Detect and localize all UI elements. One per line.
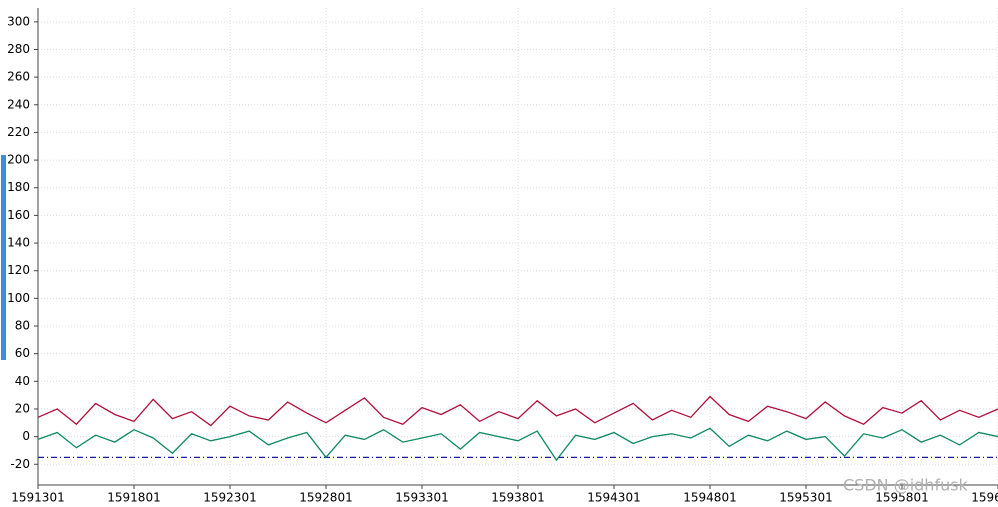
x-tick-label: 1594801 — [683, 491, 736, 505]
series-line — [37, 427, 998, 462]
x-tick-label: 1594301 — [587, 491, 640, 505]
x-tick-label: 1592801 — [299, 491, 352, 505]
x-tick-label: 1591801 — [107, 491, 160, 505]
y-tick-label: 200 — [7, 153, 30, 167]
y-tick-label: 280 — [7, 42, 30, 56]
x-tick-label: 1595301 — [779, 491, 832, 505]
watermark: CSDN @idhfusk — [843, 476, 969, 495]
y-tick-label: 40 — [15, 374, 30, 388]
y-tick-label: 240 — [7, 97, 30, 111]
y-tick-label: 0 — [22, 429, 30, 443]
x-tick-label: 1596301 — [971, 491, 998, 505]
y-tick-label: 60 — [15, 346, 30, 360]
series-line — [37, 395, 998, 427]
y-tick-label: -20 — [10, 457, 30, 471]
scroll-handle[interactable] — [1, 155, 6, 360]
y-tick-label: 220 — [7, 125, 30, 139]
y-tick-label: 100 — [7, 291, 30, 305]
y-tick-label: 180 — [7, 180, 30, 194]
y-tick-label: 160 — [7, 208, 30, 222]
x-tick-label: 1591301 — [11, 491, 64, 505]
y-tick-label: 20 — [15, 401, 30, 415]
x-tick-label: 1593301 — [395, 491, 448, 505]
y-tick-label: 260 — [7, 70, 30, 84]
x-tick-label: 1595801 — [875, 491, 928, 505]
y-tick-label: 300 — [7, 14, 30, 28]
x-tick-label: 1592301 — [203, 491, 256, 505]
y-tick-label: 140 — [7, 236, 30, 250]
y-tick-label: 120 — [7, 263, 30, 277]
y-tick-label: 80 — [15, 319, 30, 333]
x-tick-label: 1593801 — [491, 491, 544, 505]
